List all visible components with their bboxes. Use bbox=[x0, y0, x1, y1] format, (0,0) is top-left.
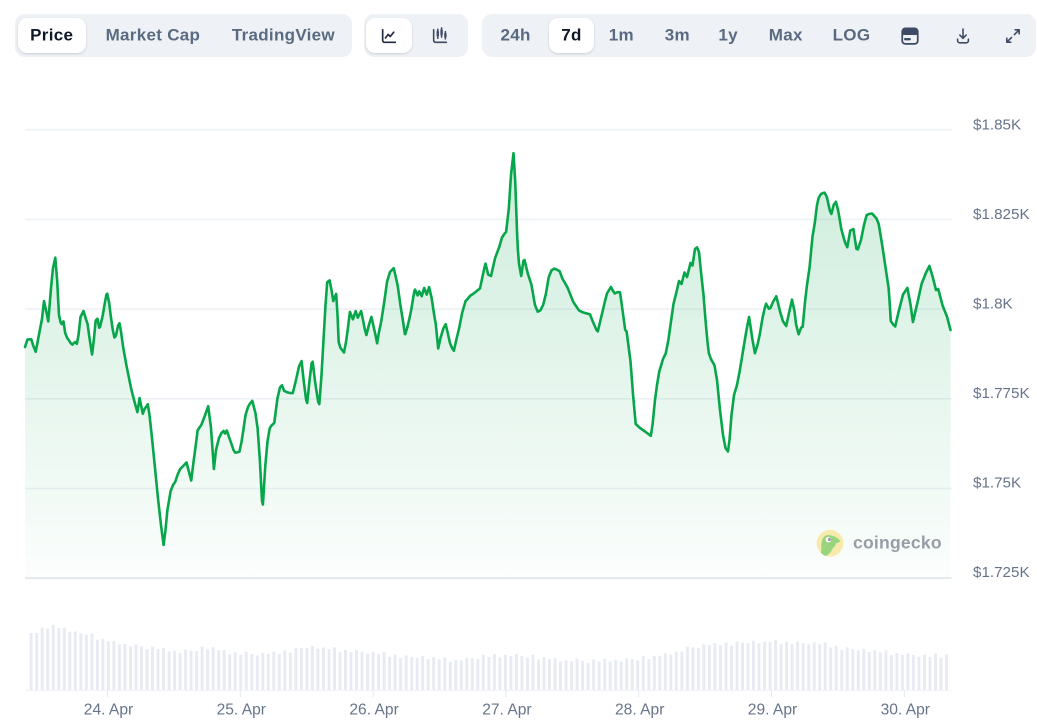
svg-text:24. Apr: 24. Apr bbox=[84, 702, 133, 719]
svg-text:27. Apr: 27. Apr bbox=[482, 702, 531, 719]
svg-text:$1.85K: $1.85K bbox=[973, 116, 1021, 133]
svg-text:$1.775K: $1.775K bbox=[973, 385, 1030, 402]
svg-text:coingecko: coingecko bbox=[853, 533, 942, 553]
svg-text:$1.825K: $1.825K bbox=[973, 206, 1030, 223]
svg-text:28. Apr: 28. Apr bbox=[615, 702, 664, 719]
svg-text:$1.8K: $1.8K bbox=[973, 295, 1013, 312]
svg-text:25. Apr: 25. Apr bbox=[217, 702, 266, 719]
svg-text:$1.75K: $1.75K bbox=[973, 474, 1021, 491]
svg-text:30. Apr: 30. Apr bbox=[881, 702, 930, 719]
svg-text:26. Apr: 26. Apr bbox=[349, 702, 398, 719]
svg-text:$1.725K: $1.725K bbox=[973, 564, 1030, 581]
svg-text:29. Apr: 29. Apr bbox=[748, 702, 797, 719]
